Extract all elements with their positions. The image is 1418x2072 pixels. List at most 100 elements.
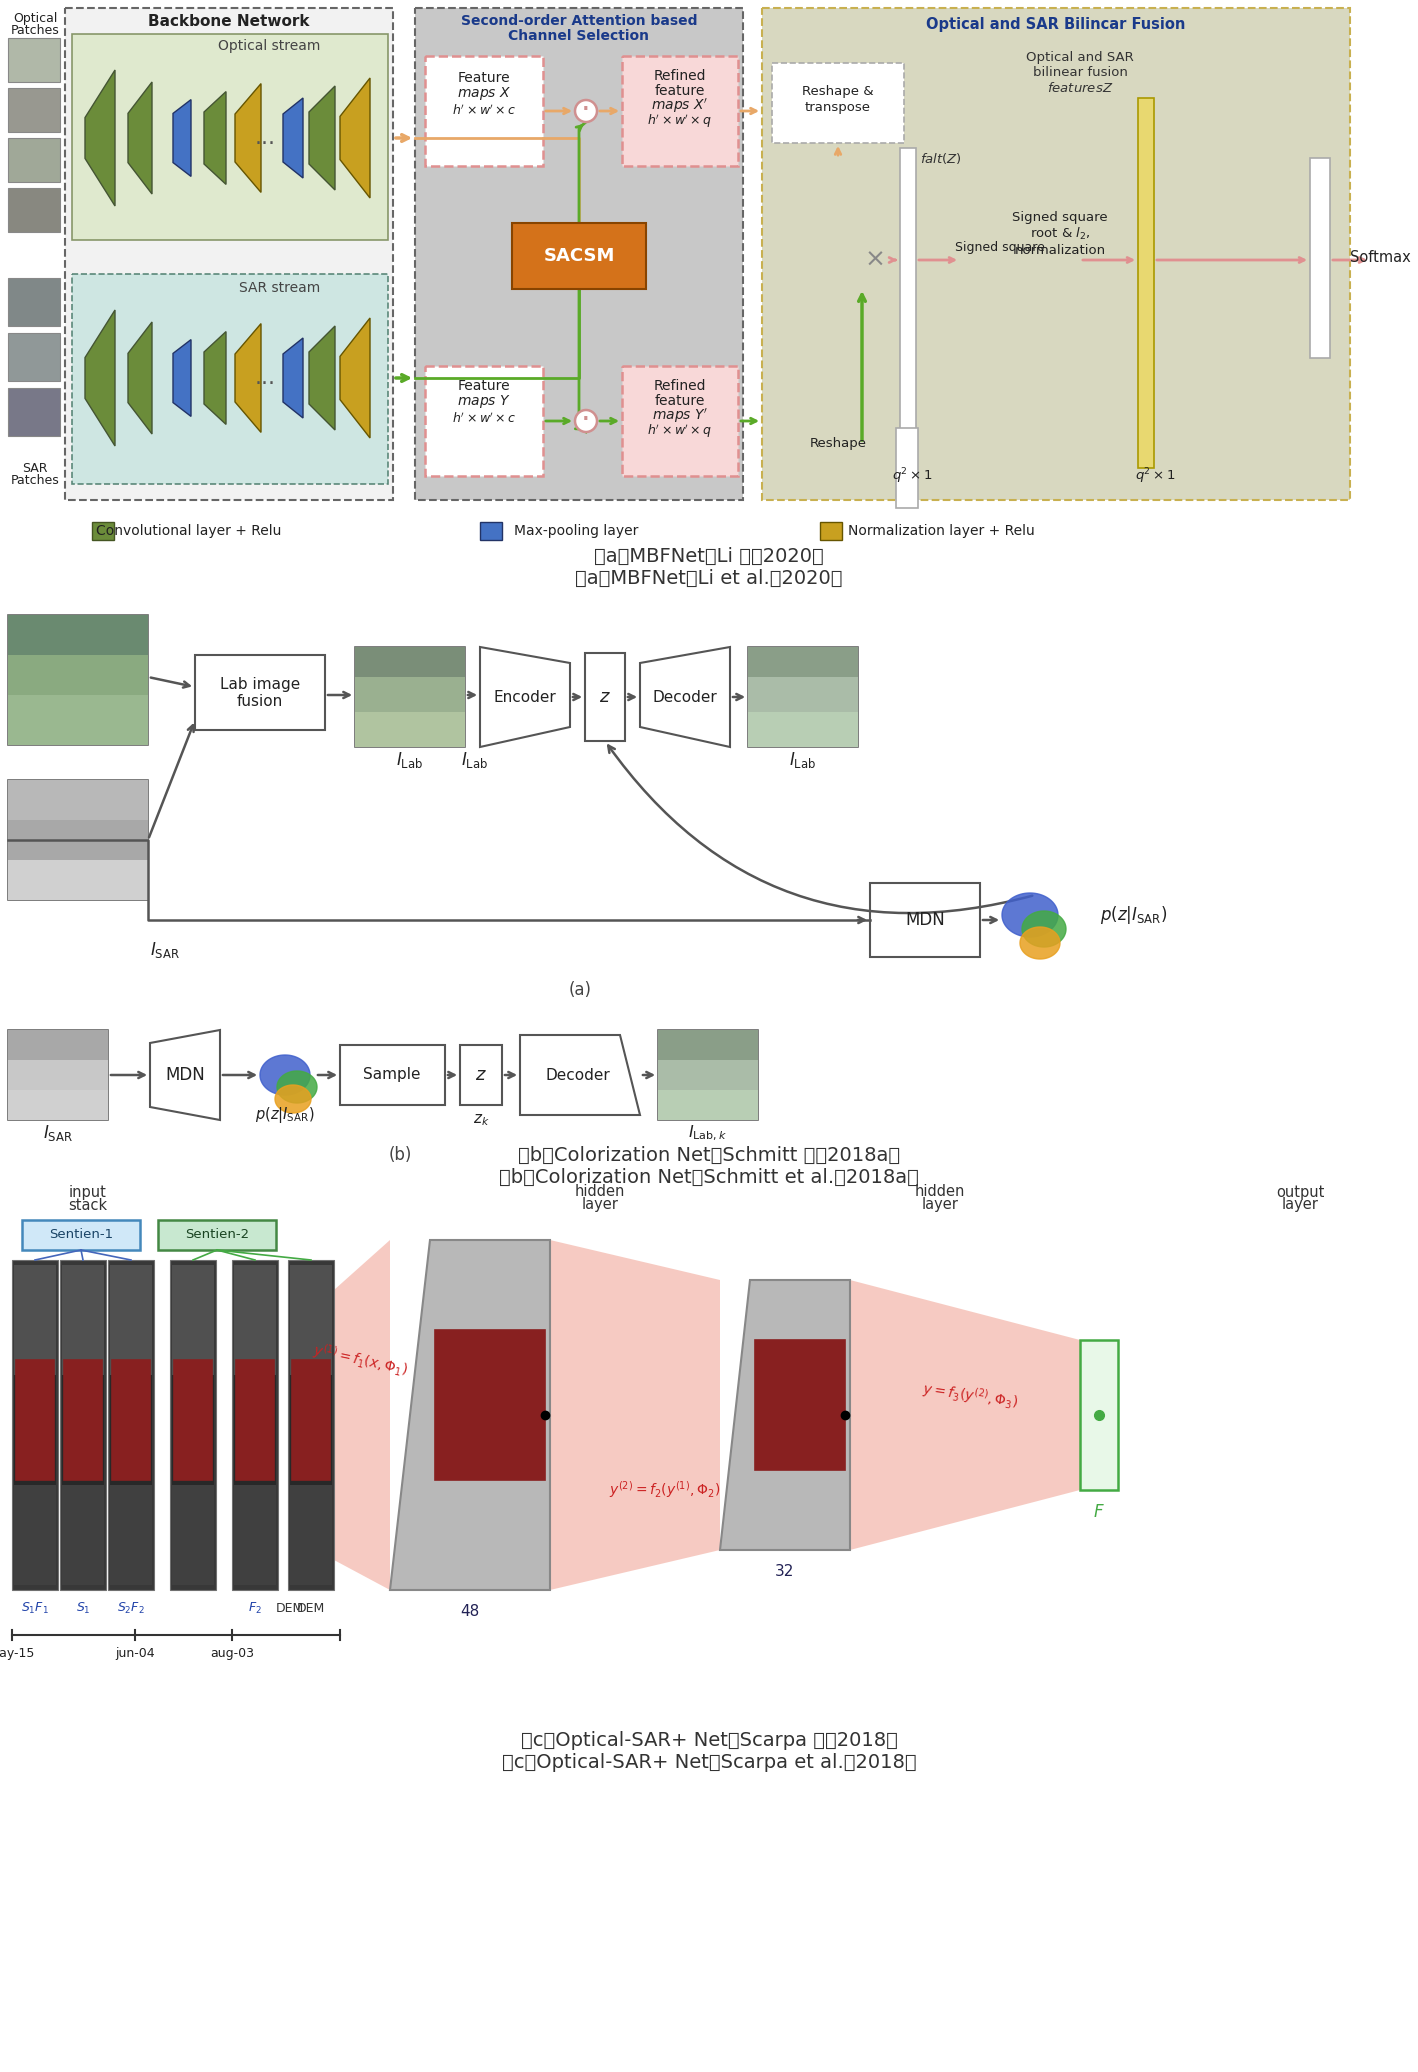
Text: $F$: $F$	[1093, 1502, 1105, 1521]
Polygon shape	[204, 332, 225, 425]
Text: layer: layer	[922, 1198, 959, 1212]
Polygon shape	[550, 1239, 720, 1589]
Text: Optical and SAR Bilincar Fusion: Optical and SAR Bilincar Fusion	[926, 17, 1185, 31]
Bar	[9, 189, 60, 232]
Polygon shape	[309, 325, 335, 431]
Text: MDN: MDN	[164, 1065, 204, 1084]
Bar	[9, 860, 147, 899]
Text: $F_2$: $F_2$	[248, 1600, 262, 1616]
Text: Patches: Patches	[10, 474, 60, 487]
Bar	[9, 1030, 108, 1121]
Bar	[288, 1260, 335, 1589]
Polygon shape	[85, 70, 115, 205]
Bar	[820, 522, 842, 541]
Text: (b): (b)	[389, 1146, 411, 1164]
Bar	[9, 615, 147, 655]
Bar	[354, 646, 465, 748]
Polygon shape	[390, 1239, 550, 1589]
Circle shape	[576, 410, 597, 431]
Bar	[9, 615, 147, 746]
Polygon shape	[173, 340, 191, 416]
Text: （c）Optical-SAR+ Net（Scarpa 等，2018）: （c）Optical-SAR+ Net（Scarpa 等，2018）	[520, 1730, 898, 1749]
Bar	[108, 1260, 155, 1589]
Bar	[658, 1090, 759, 1121]
Bar	[174, 1359, 213, 1479]
Text: $falt(Z)$: $falt(Z)$	[920, 151, 961, 166]
Bar	[9, 387, 60, 435]
Bar	[425, 56, 543, 166]
Text: $h'\times w'\times q$: $h'\times w'\times q$	[647, 112, 713, 131]
Bar	[340, 1044, 445, 1104]
Text: Reshape &: Reshape &	[803, 85, 873, 97]
Bar	[9, 1030, 108, 1061]
Text: $I_{\mathrm{Lab},k}$: $I_{\mathrm{Lab},k}$	[688, 1123, 727, 1142]
Bar	[62, 1376, 104, 1486]
Bar	[512, 224, 647, 288]
Polygon shape	[259, 1055, 311, 1094]
Bar	[14, 1376, 55, 1486]
Bar	[62, 1266, 104, 1376]
Bar	[1139, 97, 1154, 468]
Polygon shape	[204, 91, 225, 184]
Text: Refined: Refined	[654, 68, 706, 83]
Bar	[9, 655, 147, 694]
Text: feature: feature	[655, 394, 705, 408]
Text: ×: ×	[865, 249, 885, 271]
Polygon shape	[284, 97, 303, 178]
Polygon shape	[150, 1030, 220, 1121]
Polygon shape	[849, 1280, 1081, 1550]
Text: layer: layer	[581, 1198, 618, 1212]
Text: Channel Selection: Channel Selection	[509, 29, 649, 44]
Text: $h'\times w'\times q$: $h'\times w'\times q$	[647, 423, 713, 439]
Text: $I_{\mathrm{Lab}}$: $I_{\mathrm{Lab}}$	[397, 750, 424, 771]
Bar	[415, 8, 743, 499]
Polygon shape	[1003, 893, 1058, 937]
Text: Signed square: Signed square	[1012, 211, 1107, 224]
Bar	[749, 678, 858, 713]
Polygon shape	[1022, 912, 1066, 947]
Text: $p(z|I_{\mathrm{SAR}})$: $p(z|I_{\mathrm{SAR}})$	[1100, 903, 1167, 926]
Polygon shape	[235, 83, 261, 193]
Text: $I_{\mathrm{SAR}}$: $I_{\mathrm{SAR}}$	[150, 941, 180, 959]
Bar	[459, 1044, 502, 1104]
Text: hidden: hidden	[915, 1185, 966, 1200]
Text: （b）Colorization Net（Schmitt 等，2018a）: （b）Colorization Net（Schmitt 等，2018a）	[518, 1146, 900, 1164]
Polygon shape	[340, 79, 370, 199]
Text: maps $X$: maps $X$	[457, 85, 510, 102]
Polygon shape	[235, 323, 261, 433]
Text: $z_k$: $z_k$	[472, 1113, 489, 1127]
Text: ·: ·	[581, 97, 591, 126]
Text: Decoder: Decoder	[652, 690, 718, 704]
Polygon shape	[1020, 926, 1061, 959]
Bar	[658, 1061, 759, 1090]
Text: root & $l_2$,: root & $l_2$,	[1029, 226, 1090, 242]
Bar	[425, 367, 543, 477]
Text: （c）Optical-SAR+ Net（Scarpa et al.，2018）: （c）Optical-SAR+ Net（Scarpa et al.，2018）	[502, 1753, 916, 1772]
Bar	[871, 883, 980, 957]
Text: transpose: transpose	[805, 102, 871, 114]
Bar	[170, 1260, 216, 1589]
Text: jun-04: jun-04	[115, 1647, 155, 1660]
Text: Feature: Feature	[458, 379, 510, 394]
Bar	[23, 1220, 140, 1249]
Text: $p(z|I_{\mathrm{SAR}})$: $p(z|I_{\mathrm{SAR}})$	[255, 1104, 315, 1125]
Polygon shape	[173, 99, 191, 176]
Text: bilinear fusion: bilinear fusion	[1032, 66, 1127, 79]
Text: SAR stream: SAR stream	[238, 282, 320, 294]
Bar	[354, 678, 465, 713]
Text: $S_1F_1$: $S_1F_1$	[21, 1600, 48, 1616]
Bar	[1081, 1341, 1117, 1490]
Text: normalization: normalization	[1014, 244, 1106, 257]
Polygon shape	[128, 321, 152, 433]
Bar	[234, 1486, 277, 1585]
Text: $z$: $z$	[598, 688, 611, 707]
Text: $y=f_3(y^{(2)},\Phi_3)$: $y=f_3(y^{(2)},\Phi_3)$	[920, 1378, 1020, 1411]
Bar	[761, 8, 1350, 499]
Bar	[623, 56, 737, 166]
Bar	[9, 278, 60, 325]
Text: $q^2\times 1$: $q^2\times 1$	[1134, 466, 1176, 485]
Bar	[658, 1030, 759, 1061]
Bar	[354, 646, 465, 678]
Polygon shape	[335, 1239, 390, 1589]
Text: $h'\times w'\times c$: $h'\times w'\times c$	[452, 104, 516, 118]
